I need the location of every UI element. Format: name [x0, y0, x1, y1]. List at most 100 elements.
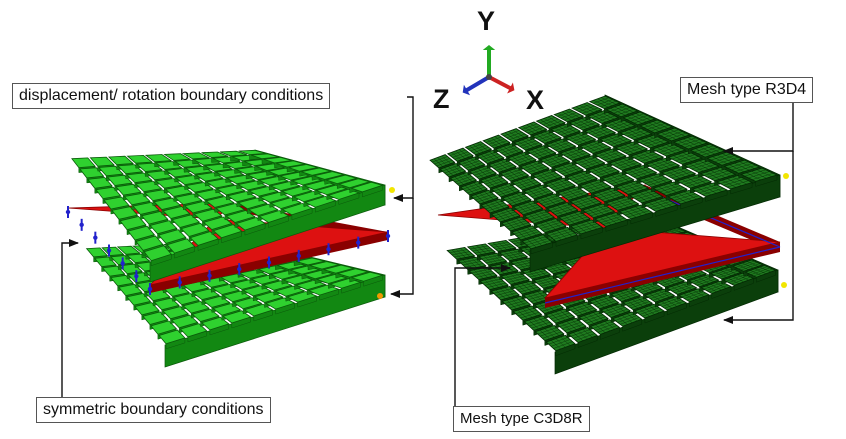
mesh-line [704, 145, 720, 153]
element-top [201, 151, 228, 158]
mesh-line [638, 194, 660, 202]
mesh-line [573, 148, 586, 157]
mesh-line [698, 277, 710, 284]
mesh-line [625, 289, 636, 297]
element-top [179, 323, 208, 338]
mesh-line [678, 156, 699, 163]
right-bottom-block-layer-element [589, 319, 621, 340]
right-bottom-block-layer-element [656, 296, 688, 316]
left-bottom-block-layer-element [179, 323, 208, 343]
mesh-line [717, 154, 733, 163]
mesh-line [583, 158, 596, 167]
mesh-line [528, 166, 547, 173]
mesh-line [509, 197, 529, 205]
mesh-line [589, 182, 602, 191]
element-top [71, 157, 96, 169]
axis-origin [486, 74, 492, 80]
mesh-line [566, 321, 577, 330]
element-top [107, 155, 134, 166]
mesh-line [467, 186, 485, 194]
element-top [140, 211, 169, 225]
mesh-line [597, 166, 610, 175]
mesh-line [603, 296, 614, 305]
mesh-line [603, 151, 617, 160]
mesh-line [476, 142, 488, 151]
mesh-line [597, 205, 610, 214]
label-displacement-bc: displacement/ rotation boundary conditio… [12, 83, 331, 109]
mesh-line [519, 286, 539, 293]
mesh-line [668, 183, 682, 191]
element-top [337, 178, 371, 189]
element-top [189, 231, 219, 246]
mesh-line [635, 206, 648, 215]
mesh-line [654, 200, 667, 209]
mesh-line [735, 165, 756, 172]
mesh-line [484, 155, 502, 162]
mesh-line [542, 224, 564, 231]
mesh-line [637, 297, 648, 305]
leader-r3d4-2 [723, 151, 794, 324]
mesh-line [525, 138, 538, 146]
mesh-line [566, 163, 579, 172]
mesh-line [645, 137, 660, 146]
mesh-line [553, 314, 573, 322]
mesh-line [692, 176, 707, 184]
mesh-line [642, 284, 653, 292]
mesh-line [731, 276, 751, 285]
mesh-line [638, 166, 652, 175]
mesh-line [526, 124, 539, 133]
mesh-line [521, 139, 534, 148]
mesh-line [544, 328, 555, 338]
mesh-line [547, 116, 561, 125]
reference-point [389, 187, 395, 193]
mesh-line [522, 142, 539, 149]
mesh-line [677, 154, 693, 162]
mesh-line [575, 173, 588, 182]
mesh-line [535, 150, 553, 158]
mesh-line [455, 248, 466, 258]
mesh-line [564, 324, 584, 331]
mesh-line [489, 278, 499, 288]
mesh-line [645, 190, 658, 199]
mesh-line [678, 193, 692, 201]
mesh-line [470, 158, 481, 167]
mesh-line [465, 263, 484, 268]
mesh-line [542, 305, 561, 312]
mesh-line [479, 193, 490, 202]
mesh-line [640, 155, 660, 162]
mesh-line [734, 163, 750, 171]
mesh-line [497, 161, 508, 170]
mesh-line [624, 186, 646, 193]
mesh-line [593, 312, 604, 321]
mesh-line [544, 131, 557, 140]
mesh-line [659, 199, 672, 207]
mesh-line [623, 158, 637, 166]
mesh-line [580, 172, 593, 181]
element-top [263, 156, 292, 164]
mesh-line [543, 199, 563, 206]
mesh-line [472, 144, 484, 153]
element-top [157, 229, 187, 244]
mesh-line [518, 231, 540, 239]
element-top [308, 261, 340, 270]
mesh-line [662, 279, 682, 286]
element-top [180, 222, 210, 237]
mesh-line [500, 288, 511, 298]
element-top [171, 214, 201, 228]
mesh-line [740, 263, 761, 271]
right-top-block-layer-element [521, 234, 554, 255]
mesh-line [493, 175, 504, 184]
mesh-line [604, 321, 615, 330]
mesh-line [562, 167, 581, 175]
mesh-line [579, 105, 594, 113]
mesh-line [490, 137, 502, 146]
mesh-line [684, 141, 704, 148]
mesh-line [709, 284, 729, 293]
mesh-line [500, 210, 511, 219]
leader-symmetric [61, 239, 79, 397]
element-top [119, 216, 147, 231]
mesh-line [535, 148, 548, 156]
mesh-line [498, 213, 518, 221]
mesh-line [487, 204, 507, 212]
bc-marker-node [385, 233, 391, 239]
